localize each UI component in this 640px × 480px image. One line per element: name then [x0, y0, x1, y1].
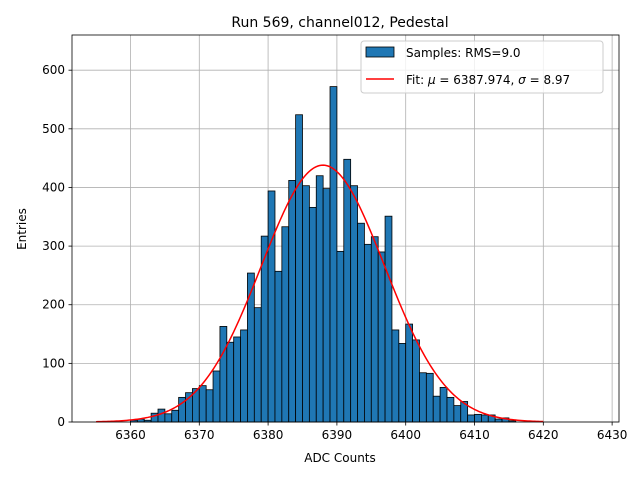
histogram-bar: [398, 343, 407, 423]
y-tick-label: 600: [42, 63, 65, 77]
histogram-bar: [198, 385, 207, 423]
histogram-bar: [240, 329, 248, 423]
x-tick-label: 6360: [115, 428, 146, 442]
legend-histogram-swatch: [365, 46, 395, 58]
y-tick-label: 400: [42, 180, 65, 194]
y-axis-label: Entries: [15, 208, 29, 250]
histogram-bar: [219, 326, 228, 423]
histogram-bar: [364, 243, 372, 423]
x-tick-label: 6430: [597, 428, 628, 442]
fit-curve: [96, 164, 544, 423]
legend-fit-label: Fit: μ = 6387.974, σ = 8.97: [406, 73, 570, 87]
histogram-bar: [274, 270, 283, 423]
y-tick-label: 200: [42, 298, 65, 312]
histogram-bar: [494, 418, 503, 423]
x-tick-label: 6400: [390, 428, 421, 442]
histogram-bar: [439, 387, 448, 423]
histogram-bar: [315, 175, 324, 423]
histogram-bar: [308, 206, 317, 423]
x-tick-label: 6390: [322, 428, 353, 442]
histogram-bar: [336, 250, 345, 423]
legend-box: [360, 40, 604, 94]
histogram-bar: [302, 185, 310, 423]
histogram-bar: [405, 323, 413, 423]
x-axis-ticks: 6360 6370 6380 6390 6400 6410 6420 6430: [115, 422, 627, 442]
histogram-bar: [226, 341, 235, 423]
histogram-bar: [329, 86, 338, 423]
histogram-bar: [446, 396, 455, 423]
histogram-bar: [384, 215, 393, 423]
y-tick-label: 100: [42, 356, 65, 370]
histogram-bar: [377, 251, 386, 423]
legend-histogram-label: Samples: RMS=9.0: [406, 46, 521, 60]
histogram-bar: [419, 372, 427, 423]
chart-title: Run 569, channel012, Pedestal: [231, 15, 448, 31]
histogram-bar: [205, 389, 214, 423]
histogram-bar: [253, 307, 262, 423]
histogram-bar: [350, 185, 358, 423]
histogram-bar: [480, 414, 489, 423]
histogram-bar: [247, 272, 255, 423]
x-tick-label: 6380: [253, 428, 284, 442]
histogram-bar: [322, 188, 331, 423]
histogram-bar: [233, 336, 241, 423]
plot-frame: [71, 34, 620, 423]
y-tick-label: 500: [42, 122, 65, 136]
x-tick-label: 6420: [528, 428, 559, 442]
y-axis-ticks: 0 100 200 300 400 500 600: [42, 63, 72, 429]
histogram-bar: [171, 409, 180, 423]
x-tick-label: 6370: [184, 428, 215, 442]
histogram-bar: [412, 339, 420, 423]
histogram-bar: [295, 114, 303, 423]
histogram-bar: [212, 370, 221, 423]
histogram-bar: [164, 413, 173, 423]
histogram-bar: [432, 395, 441, 423]
histogram-bar: [288, 180, 297, 423]
histogram-bar: [370, 236, 379, 423]
y-tick-label: 0: [57, 415, 65, 429]
histogram-bar: [157, 408, 166, 423]
x-axis-label: ADC Counts: [304, 451, 376, 465]
histogram-bar: [474, 413, 482, 423]
histogram-bar: [425, 372, 434, 423]
histogram-bar: [467, 414, 475, 423]
histogram-bar: [391, 329, 400, 423]
histogram-bar: [453, 405, 462, 423]
histogram-bar: [357, 222, 365, 423]
histogram-bar: [267, 190, 276, 423]
legend: Samples: RMS=9.0 Fit: μ = 6387.974, σ = …: [360, 40, 604, 94]
y-tick-label: 300: [42, 239, 65, 253]
histogram-bar: [343, 158, 352, 423]
x-tick-label: 6410: [459, 428, 490, 442]
histogram-bar: [281, 226, 290, 423]
